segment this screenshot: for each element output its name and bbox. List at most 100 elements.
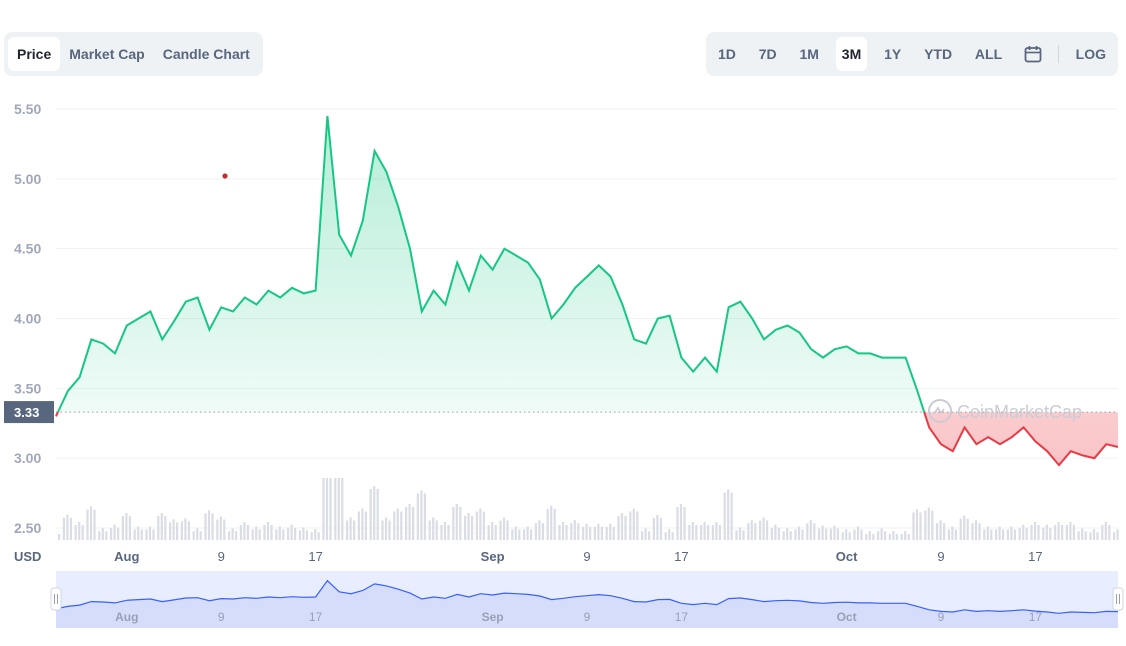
volume-bar [986, 526, 989, 540]
volume-bar [148, 526, 152, 540]
volume-bar [872, 534, 875, 540]
range-tab-1d[interactable]: 1D [718, 46, 736, 62]
volume-bar [440, 525, 443, 540]
y-tick-label: 5.00 [14, 171, 41, 187]
volume-bar [561, 522, 565, 540]
volume-bar [912, 512, 915, 540]
volume-bar [152, 529, 155, 540]
volume-bar [428, 520, 431, 540]
volume-bar [69, 517, 72, 540]
volume-bar [1030, 525, 1033, 540]
x-tick-label: 17 [674, 549, 688, 564]
volume-bar [711, 525, 714, 540]
volume-bar [74, 525, 77, 540]
volume-bar [105, 531, 108, 540]
volume-bar [1002, 529, 1005, 540]
volume-bar [671, 532, 674, 540]
volume-bar [617, 516, 620, 540]
volume-bar [452, 507, 455, 540]
volume-bar [995, 529, 998, 540]
range-tab-3m[interactable]: 3M [835, 37, 868, 71]
chart-type-tab-market-cap[interactable]: Market Cap [69, 46, 145, 62]
volume-bar [443, 522, 447, 540]
price-line-up [56, 115, 926, 413]
volume-bar [235, 531, 238, 540]
volume-bar [1072, 525, 1075, 540]
volume-bar [1049, 527, 1052, 540]
log-scale-toggle[interactable]: LOG [1075, 46, 1106, 62]
volume-bar [140, 529, 143, 540]
volume-bar [1022, 524, 1025, 540]
volume-bar [919, 512, 922, 540]
volume-bar [164, 516, 167, 540]
volume-bar [400, 511, 403, 540]
volume-bar [384, 517, 388, 540]
volume-bar [777, 527, 780, 540]
volume-bar [998, 526, 1001, 540]
volume-bar [416, 493, 419, 540]
chart-type-tab-price[interactable]: Price [8, 37, 61, 71]
volume-bar [325, 478, 329, 540]
volume-bar [683, 507, 686, 540]
volume-bar [98, 531, 101, 540]
range-tab-all[interactable]: ALL [974, 46, 1003, 62]
volume-bar [302, 527, 305, 540]
volume-bar [216, 519, 219, 540]
volume-bar [759, 520, 762, 540]
volume-bar [518, 529, 521, 540]
volume-bar [550, 505, 553, 540]
volume-bar [836, 528, 839, 540]
volume-bar [833, 525, 836, 540]
volume-bar [1045, 524, 1048, 540]
volume-bar [738, 527, 742, 540]
navigator-handle-left[interactable] [50, 587, 62, 611]
range-tab-1y[interactable]: 1Y [884, 46, 902, 62]
x-tick-label: 9 [937, 549, 944, 564]
navigator-tick-label: 17 [1029, 610, 1043, 624]
range-tab-7d[interactable]: 7D [758, 46, 777, 62]
calendar-icon[interactable] [1019, 37, 1047, 71]
volume-bar [585, 523, 588, 540]
volume-bar [888, 534, 891, 540]
volume-bar [376, 489, 379, 540]
volume-bar [915, 509, 919, 540]
volume-bar [577, 523, 580, 540]
volume-bar [506, 520, 509, 540]
y-tick-label: 3.50 [14, 380, 41, 396]
volume-bar [818, 528, 821, 540]
range-tab-ytd[interactable]: YTD [924, 46, 953, 62]
volume-bar [1081, 528, 1084, 540]
volume-bar [482, 511, 485, 540]
volume-bar [1069, 522, 1072, 540]
currency-label: USD [14, 549, 41, 564]
volume-bar [597, 523, 600, 540]
volume-bar [211, 513, 214, 540]
volume-bar [624, 516, 627, 540]
volume-bar [877, 531, 880, 540]
navigator-tick-label: 9 [938, 610, 945, 624]
navigator-tick-label: 17 [675, 610, 689, 624]
volume-bar [848, 532, 851, 540]
volume-bar [770, 527, 773, 540]
chart-type-tab-candle-chart[interactable]: Candle Chart [162, 46, 250, 62]
volume-bar [231, 528, 234, 540]
volume-bar [502, 517, 506, 540]
volume-bar [1101, 525, 1104, 540]
volume-bar [133, 529, 136, 540]
volume-bar [66, 514, 69, 540]
volume-bar [246, 525, 249, 540]
navigator-tick-label: 17 [309, 610, 323, 624]
navigator-handle-right[interactable] [1112, 587, 1124, 611]
volume-bar [723, 492, 726, 540]
volume-bar [455, 504, 458, 540]
navigator-tick-label: Aug [115, 610, 138, 624]
volume-bar [420, 490, 423, 540]
volume-bar [884, 531, 887, 540]
volume-bar [1084, 531, 1087, 540]
volume-bar [924, 510, 927, 540]
volume-bar [494, 525, 497, 540]
volume-bar [715, 522, 718, 540]
volume-bar [553, 508, 556, 540]
range-tab-1m[interactable]: 1M [799, 46, 819, 62]
